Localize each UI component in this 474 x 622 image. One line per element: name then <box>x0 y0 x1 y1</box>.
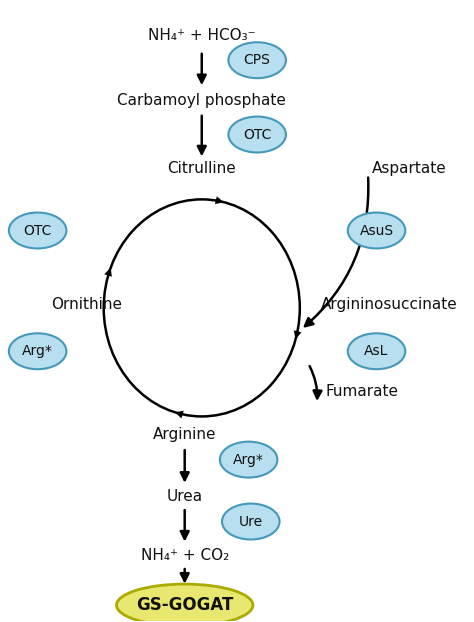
Text: Ornithine: Ornithine <box>51 297 122 312</box>
Ellipse shape <box>228 42 286 78</box>
Ellipse shape <box>348 333 405 369</box>
Text: GS-GOGAT: GS-GOGAT <box>136 596 233 614</box>
Text: Urea: Urea <box>167 490 203 504</box>
Ellipse shape <box>9 213 66 248</box>
Ellipse shape <box>222 504 280 539</box>
Ellipse shape <box>117 584 253 622</box>
Text: Argininosuccinate: Argininosuccinate <box>321 297 458 312</box>
Text: Carbamoyl phosphate: Carbamoyl phosphate <box>118 93 286 108</box>
Ellipse shape <box>220 442 277 478</box>
Text: AsuS: AsuS <box>359 223 393 238</box>
Text: Arginine: Arginine <box>153 427 217 442</box>
Text: Arg*: Arg* <box>233 453 264 466</box>
Ellipse shape <box>348 213 405 248</box>
Text: Arg*: Arg* <box>22 344 53 358</box>
Text: Fumarate: Fumarate <box>325 384 398 399</box>
Ellipse shape <box>228 116 286 152</box>
Ellipse shape <box>9 333 66 369</box>
Text: CPS: CPS <box>244 53 271 67</box>
Text: OTC: OTC <box>243 128 271 142</box>
Text: Citrulline: Citrulline <box>167 161 236 176</box>
Text: NH₄⁺ + HCO₃⁻: NH₄⁺ + HCO₃⁻ <box>148 28 255 43</box>
Text: OTC: OTC <box>23 223 52 238</box>
Text: Ure: Ure <box>239 514 263 529</box>
Text: AsL: AsL <box>365 344 389 358</box>
Text: NH₄⁺ + CO₂: NH₄⁺ + CO₂ <box>141 548 229 563</box>
Text: Aspartate: Aspartate <box>372 161 447 176</box>
